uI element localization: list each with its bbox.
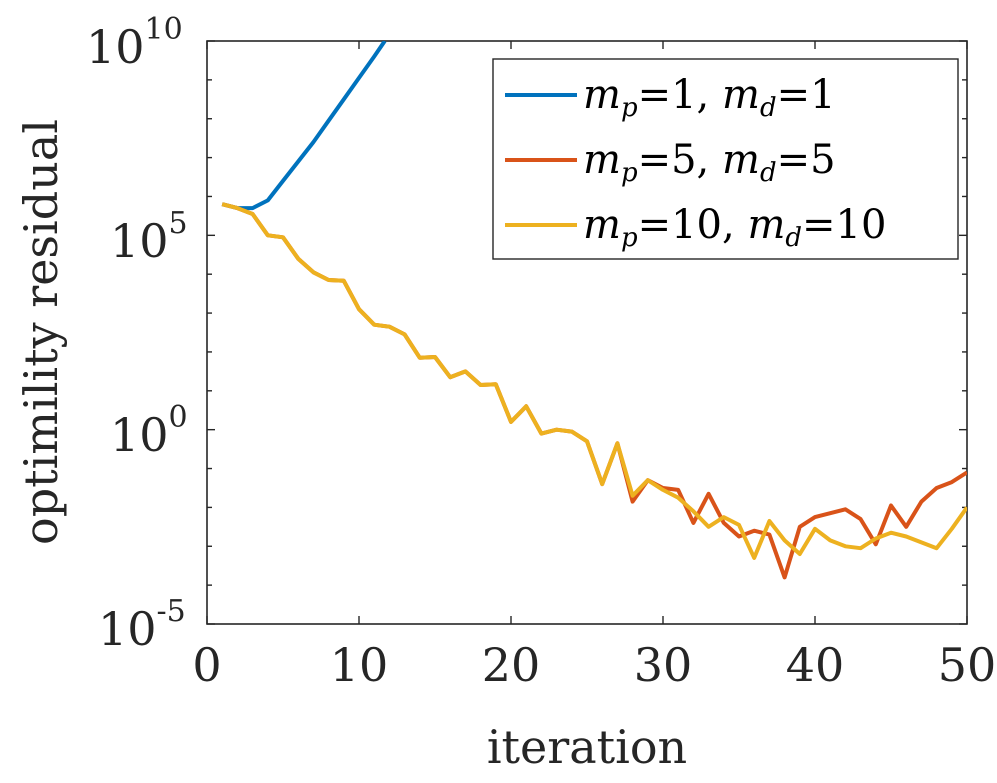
y-tick-exponent: 10 [145,12,183,47]
legend-symbol-m: m [583,202,621,248]
legend-label-series-1: mp=1, md=1 [583,72,836,123]
legend-value: =1 [777,72,836,118]
legend-symbol-m: m [722,137,760,183]
legend-value: =5 [777,137,836,183]
legend-subscript: d [760,93,777,123]
y-tick-base: 10 [86,20,145,74]
legend-symbol-m: m [722,72,760,118]
legend-value: =10 [802,202,886,248]
x-tick-label-20: 20 [482,638,541,692]
legend-symbol-m: m [747,202,785,248]
legend-value: =10, [638,202,748,248]
y-tick-exponent: -5 [157,594,186,629]
legend: mp=1, md=1 mp=5, md=5 mp=10, md=10 [492,58,959,260]
y-tick-base: 10 [110,214,169,268]
legend-label-series-3: mp=10, md=10 [583,202,886,253]
legend-subscript: d [785,223,802,253]
y-tick-labels: 10-5 100 105 1010 [86,12,188,656]
legend-value: =1, [638,72,722,118]
x-tick-labels: 0 10 20 30 40 50 [192,638,996,692]
y-axis-label: optimility residual [14,119,68,545]
y-tick-exponent: 5 [169,206,188,241]
series-line-1 [221,41,387,211]
y-tick-label-1e0: 100 [110,400,188,462]
legend-label-series-2: mp=5, md=5 [583,137,836,188]
x-tick-label-40: 40 [786,638,845,692]
x-axis-label: iteration [487,720,687,774]
legend-subscript: p [621,223,638,253]
legend-subscript: p [621,158,638,188]
y-tick-base: 10 [98,602,157,656]
y-tick-label-1e5: 105 [110,206,188,268]
x-tick-label-30: 30 [634,638,693,692]
x-tick-label-50: 50 [938,638,997,692]
legend-symbol-m: m [583,137,621,183]
legend-value: =5, [638,137,722,183]
tick-marks [206,40,968,625]
x-tick-label-0: 0 [192,638,221,692]
series-layer [221,41,967,580]
legend-symbol-m: m [583,72,621,118]
legend-subscript: p [621,93,638,123]
y-tick-base: 10 [110,408,169,462]
y-tick-label-1e10: 1010 [86,12,183,74]
legend-subscript: d [760,158,777,188]
y-tick-exponent: 0 [169,400,188,435]
series-line-3 [221,202,967,560]
y-tick-label-1e-5: 10-5 [98,594,186,656]
x-tick-label-10: 10 [330,638,389,692]
